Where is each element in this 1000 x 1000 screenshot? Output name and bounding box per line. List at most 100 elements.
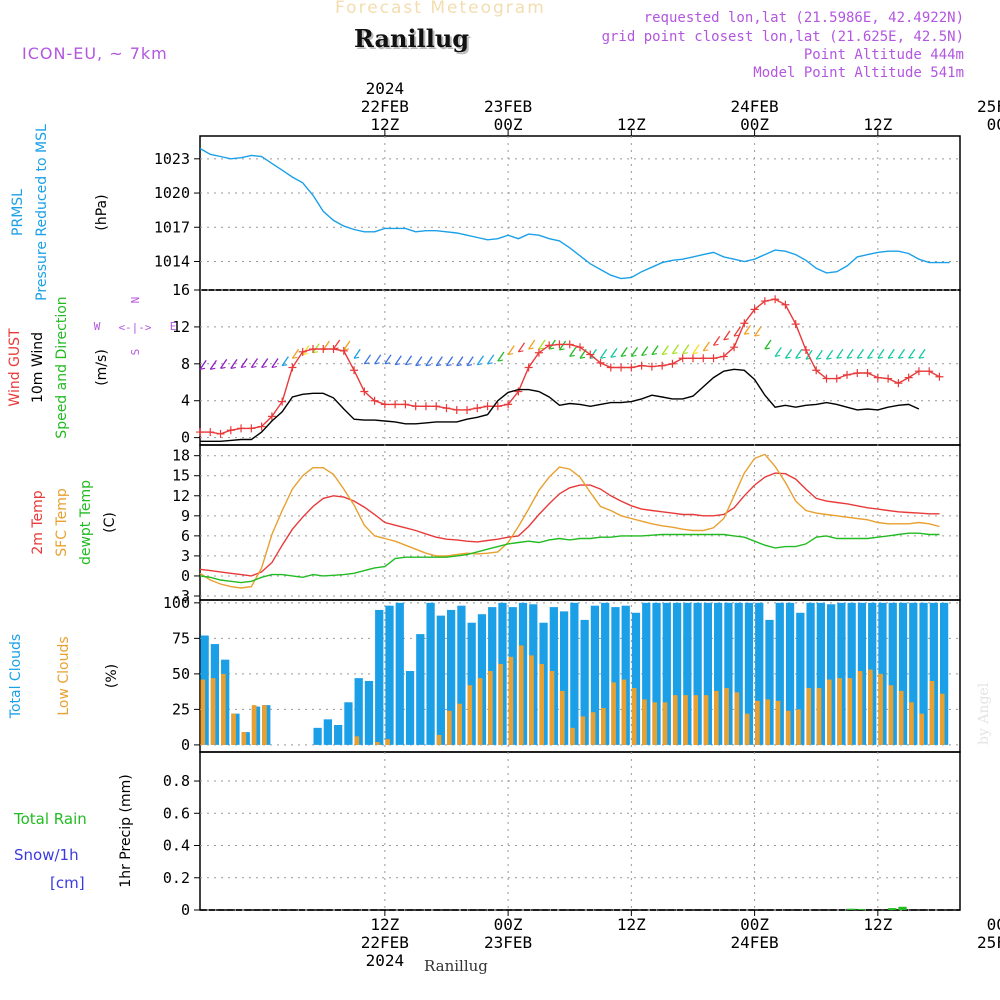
- y-axis-label: (hPa): [94, 194, 110, 230]
- gust-marker: [894, 379, 903, 388]
- wind-arrow: [774, 347, 782, 357]
- wind-arrow: [887, 348, 895, 359]
- wind-arrow: [445, 356, 454, 367]
- wind-arrow-head: [415, 364, 421, 367]
- y-tick-label: 0.6: [163, 804, 190, 822]
- time-label-bottom: 25FEB: [977, 933, 1000, 952]
- low-cloud-bar: [467, 685, 473, 745]
- wind-arrow-head: [744, 332, 750, 335]
- low-cloud-bar: [241, 732, 247, 745]
- wind-arrow: [425, 356, 433, 367]
- gust-marker: [853, 369, 862, 378]
- gust-marker: [329, 345, 338, 354]
- wind-arrow: [569, 347, 577, 357]
- wind-arrow-head: [425, 364, 432, 367]
- gust-marker: [812, 366, 821, 375]
- y-tick-label: 12: [172, 487, 190, 505]
- gust-marker: [719, 352, 728, 361]
- wind-arrow: [836, 348, 844, 359]
- low-cloud-bar: [518, 645, 524, 745]
- wind-arrow-head: [610, 355, 616, 358]
- gust-marker: [606, 363, 615, 372]
- wind-arrow-head: [785, 356, 791, 359]
- model-label: ICON-EU, ~ 7km: [22, 44, 168, 63]
- wind-arrow: [815, 349, 823, 360]
- wind-arrow: [261, 358, 269, 368]
- wind-arrow: [610, 347, 618, 358]
- y-axis-label: dewpt Temp: [78, 480, 94, 565]
- time-label-bottom: 00Z: [494, 915, 523, 934]
- low-cloud-bar: [755, 700, 760, 745]
- wind-arrow-head: [220, 366, 226, 369]
- time-label-bottom: 00Z: [740, 915, 769, 934]
- wind-arrow: [712, 335, 721, 346]
- wind-arrow-head: [251, 365, 257, 369]
- y-tick-label: 6: [181, 527, 190, 545]
- wind-arrow-head: [795, 356, 801, 359]
- gust-marker: [647, 362, 656, 371]
- gust-marker: [873, 373, 882, 382]
- y-axis-label: (m/s): [94, 349, 110, 386]
- wind-arrow: [353, 348, 361, 359]
- total-cloud-bar: [590, 605, 600, 745]
- low-cloud-bar: [714, 690, 719, 745]
- wind-arrow-head: [775, 354, 781, 357]
- gust-marker: [401, 400, 410, 409]
- total-cloud-bar: [888, 602, 897, 745]
- wind-arrow-head: [733, 334, 740, 337]
- time-label-top: 00Z: [987, 115, 1000, 134]
- low-cloud-bar: [477, 678, 483, 745]
- y-axis-label: Total Clouds: [8, 634, 24, 719]
- wind-arrow-head: [846, 356, 853, 359]
- grid-point-coords: grid point closest lon,lat (21.625E, 42.…: [601, 29, 964, 45]
- low-cloud-bar: [898, 690, 904, 745]
- wind-arrow: [240, 358, 248, 368]
- gust-marker: [216, 429, 225, 438]
- total-cloud-bar: [364, 680, 374, 745]
- total-cloud-bar: [662, 602, 671, 745]
- low-cloud-bar: [446, 710, 452, 745]
- wind-arrow-head: [456, 364, 462, 367]
- y-tick-label: 3: [181, 547, 190, 565]
- wind-arrow: [271, 358, 279, 368]
- gust-marker: [288, 363, 297, 372]
- wind-arrow: [795, 348, 803, 359]
- wind-arrow-head: [713, 343, 719, 346]
- time-label-top: 12Z: [370, 115, 399, 134]
- gust-marker: [688, 354, 697, 363]
- wind-arrow: [343, 340, 351, 351]
- wind-arrow-head: [210, 367, 216, 370]
- low-cloud-bar: [570, 727, 575, 745]
- compass-west: W: [94, 320, 101, 333]
- wind-arrow-head: [384, 362, 390, 365]
- gust-marker: [237, 424, 246, 433]
- total-cloud-bar: [806, 602, 815, 745]
- wind-arrow: [487, 354, 495, 365]
- gust-marker: [298, 347, 307, 356]
- wind-arrow-head: [353, 356, 360, 359]
- gust-marker: [380, 400, 389, 409]
- low-cloud-bar: [601, 707, 606, 745]
- low-cloud-bar: [857, 671, 863, 745]
- compass-arrows: <-|->: [118, 321, 151, 334]
- low-cloud-bar: [488, 671, 493, 745]
- time-label-bottom: 24FEB: [731, 933, 779, 952]
- low-cloud-bar: [611, 682, 616, 745]
- total-cloud-bar: [785, 602, 795, 745]
- wind-arrow-head: [559, 348, 565, 351]
- wind-arrow-head: [662, 353, 668, 356]
- wind-arrow-head: [199, 367, 206, 370]
- gust-marker: [586, 350, 595, 359]
- gust-marker: [843, 370, 852, 379]
- total-cloud-bar: [580, 619, 589, 745]
- wind-arrow-head: [405, 363, 411, 366]
- wind-arrow: [692, 344, 700, 355]
- location-title: Ranillug: [354, 24, 470, 53]
- wind-arrow-head: [888, 356, 894, 359]
- compass-east: E: [170, 320, 177, 333]
- gust-marker: [740, 319, 749, 328]
- requested-coords: requested lon,lat (21.5986E, 42.4922N): [643, 10, 964, 26]
- total-cloud-bar: [775, 602, 784, 745]
- gust-marker: [617, 363, 626, 372]
- wind-arrow: [302, 345, 310, 355]
